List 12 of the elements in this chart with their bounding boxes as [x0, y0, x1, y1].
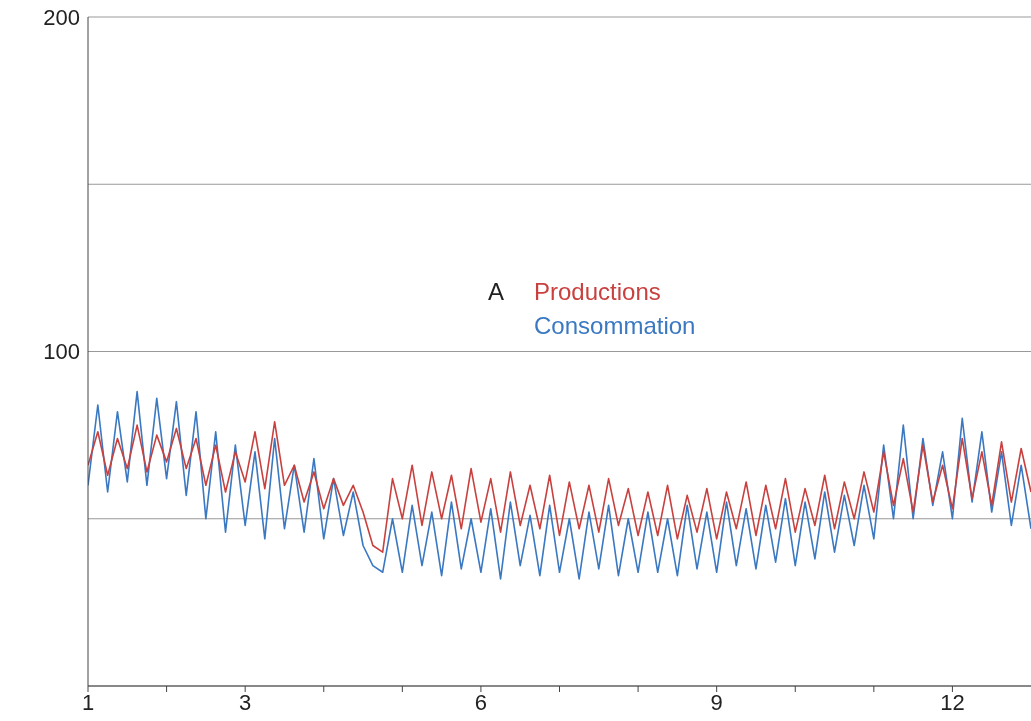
x-tick-label: 1 [81, 689, 95, 715]
annotation: A [488, 278, 505, 305]
x-tick-label: 12 [940, 689, 965, 715]
x-tick-label: 6 [474, 689, 488, 715]
x-tick-label: 3 [239, 689, 252, 715]
x-tick-label: 9 [710, 689, 723, 715]
y-tick-label: 100 [43, 339, 80, 365]
text: Consommation [534, 312, 696, 340]
line-series [88, 420, 1031, 553]
line-series [88, 390, 1031, 580]
y-tick-label: 200 [43, 4, 80, 30]
text: Productions [534, 278, 662, 306]
